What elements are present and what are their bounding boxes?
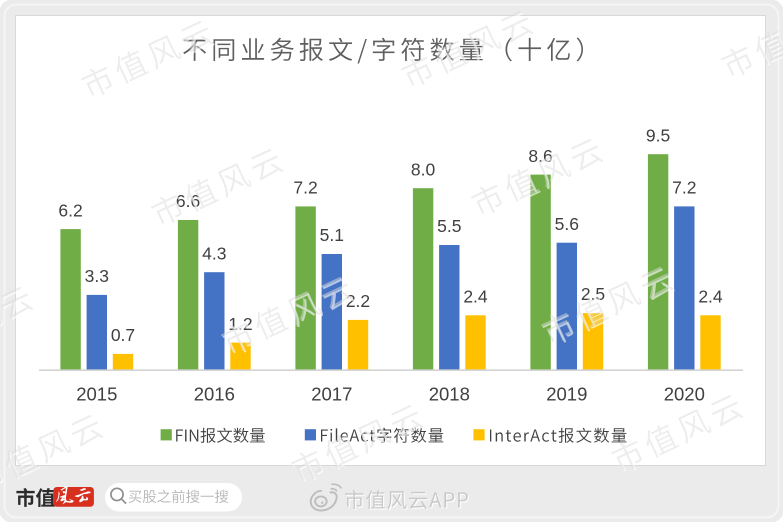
svg-text:3.3: 3.3 [85,266,109,286]
svg-text:2.4: 2.4 [698,287,723,307]
svg-text:9.5: 9.5 [646,125,670,145]
svg-text:2019: 2019 [546,384,587,405]
svg-text:6.2: 6.2 [58,200,82,220]
svg-text:5.6: 5.6 [555,214,579,234]
svg-text:2016: 2016 [194,384,235,405]
svg-text:4.3: 4.3 [202,243,226,263]
svg-text:2.2: 2.2 [346,291,370,311]
svg-text:8.0: 8.0 [411,159,436,179]
svg-text:2.5: 2.5 [581,284,605,304]
svg-text:6.6: 6.6 [176,191,200,211]
svg-text:7.2: 7.2 [293,178,317,198]
svg-text:7.2: 7.2 [672,178,696,198]
svg-text:2.4: 2.4 [463,287,488,307]
svg-text:0.7: 0.7 [111,325,135,345]
svg-text:2015: 2015 [76,384,117,405]
svg-text:2018: 2018 [429,384,470,405]
svg-text:2020: 2020 [664,384,705,405]
svg-text:5.1: 5.1 [320,225,344,245]
svg-text:2017: 2017 [311,384,352,405]
svg-text:5.5: 5.5 [437,216,461,236]
